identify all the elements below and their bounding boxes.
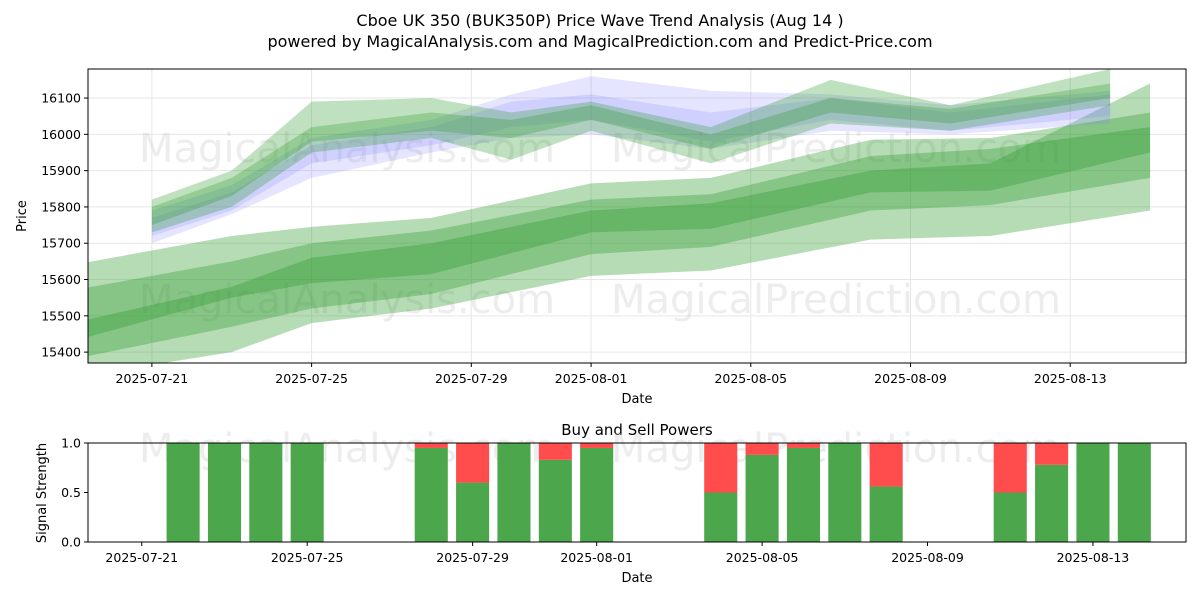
price-panel: MagicalAnalysis.com MagicalPrediction.co… — [15, 68, 1187, 407]
buy-bar — [1076, 443, 1110, 542]
buy-bar — [580, 447, 614, 542]
sell-bar — [456, 443, 490, 483]
price-y-tick-label: 15600 — [41, 272, 81, 287]
price-x-tick-label: 2025-08-05 — [714, 371, 787, 386]
powers-x-tick-label: 2025-07-21 — [105, 550, 178, 565]
chart-subtitle: powered by MagicalAnalysis.com and Magic… — [267, 32, 932, 51]
price-bands — [88, 69, 1151, 363]
sell-bar — [745, 443, 779, 455]
price-y-tick-label: 15500 — [41, 308, 81, 323]
price-x-tick-label: 2025-08-09 — [874, 371, 947, 386]
powers-title: Buy and Sell Powers — [561, 421, 713, 439]
buy-bar — [828, 443, 862, 542]
powers-bars — [166, 443, 1151, 542]
watermark-4: MagicalPrediction.com — [611, 277, 1061, 323]
price-y-tick-label: 15800 — [41, 199, 81, 214]
price-band-blue-4 — [151, 76, 1111, 244]
buy-bar — [249, 443, 283, 542]
price-y-tick-label: 15700 — [41, 236, 81, 251]
price-grid — [88, 69, 1186, 363]
watermark-3: MagicalAnalysis.com — [139, 277, 555, 323]
price-band-green-2 — [88, 127, 1151, 357]
price-x-tick-label: 2025-07-25 — [275, 371, 348, 386]
chart-title: Cboe UK 350 (BUK350P) Price Wave Trend A… — [356, 11, 843, 30]
buy-bar — [704, 492, 738, 542]
sell-bar — [786, 443, 820, 448]
buy-bar — [456, 482, 490, 542]
watermark-1: MagicalAnalysis.com — [139, 126, 555, 172]
sell-bar — [704, 443, 738, 493]
price-band-blue-5 — [151, 94, 1111, 236]
price-y-tick-label: 15400 — [41, 345, 81, 360]
price-band-green-7 — [151, 83, 1111, 226]
sell-bar — [869, 443, 903, 487]
buy-bar — [414, 447, 448, 542]
sell-bar — [1035, 443, 1069, 465]
sell-bar — [414, 443, 448, 448]
price-x-tick-label: 2025-07-21 — [116, 371, 189, 386]
price-y-tick-label: 16000 — [41, 127, 81, 142]
price-x-ticks: 2025-07-21 2025-07-25 2025-07-29 2025-08-01… — [116, 363, 1107, 386]
powers-x-tick-label: 2025-07-29 — [436, 550, 509, 565]
powers-y-label: Signal Strength — [35, 443, 50, 543]
price-x-label: Date — [621, 392, 652, 407]
price-band-green-1 — [88, 112, 1151, 337]
price-x-tick-label: 2025-08-01 — [555, 371, 628, 386]
powers-panel: Buy and Sell Powers MagicalAnalysis.com … — [35, 421, 1187, 586]
powers-y-tick-label: 0.5 — [61, 485, 81, 500]
buy-bar — [166, 443, 200, 542]
powers-x-tick-label: 2025-08-13 — [1057, 550, 1130, 565]
watermark-5: MagicalAnalysis.com — [139, 426, 555, 472]
sell-bar — [538, 443, 572, 460]
price-band-green-3 — [88, 83, 1151, 363]
buy-bar — [993, 492, 1027, 542]
price-y-tick-label: 16100 — [41, 91, 81, 106]
buy-bar — [786, 447, 820, 542]
powers-y-ticks: 0.0 0.5 1.0 — [61, 436, 88, 550]
price-axes-frame — [87, 68, 1187, 364]
buy-bar — [1117, 443, 1151, 542]
powers-x-label: Date — [621, 571, 652, 586]
price-y-tick-label: 15900 — [41, 163, 81, 178]
watermark-2: MagicalPrediction.com — [611, 126, 1061, 172]
sell-bar — [993, 443, 1027, 493]
powers-x-tick-label: 2025-08-09 — [891, 550, 964, 565]
buy-bar — [497, 443, 531, 542]
powers-y-tick-label: 1.0 — [61, 436, 81, 451]
buy-bar — [290, 443, 324, 542]
powers-x-tick-label: 2025-07-25 — [271, 550, 344, 565]
buy-bar — [869, 486, 903, 542]
price-x-tick-label: 2025-08-13 — [1034, 371, 1107, 386]
powers-x-ticks: 2025-07-21 2025-07-25 2025-07-29 2025-08-01… — [105, 542, 1129, 565]
buy-bar — [1035, 464, 1069, 542]
buy-bar — [538, 459, 572, 542]
buy-bar — [745, 454, 779, 542]
price-band-green-6 — [151, 69, 1111, 233]
powers-x-tick-label: 2025-08-01 — [560, 550, 633, 565]
powers-y-tick-label: 0.0 — [61, 535, 81, 550]
sell-bar — [580, 443, 614, 448]
buy-bar — [207, 443, 242, 542]
price-y-ticks: 15400 15500 15600 15700 15800 15900 16000 16100 — [41, 91, 88, 360]
price-y-label: Price — [15, 200, 30, 232]
powers-x-tick-label: 2025-08-05 — [726, 550, 799, 565]
price-x-tick-label: 2025-07-29 — [435, 371, 508, 386]
